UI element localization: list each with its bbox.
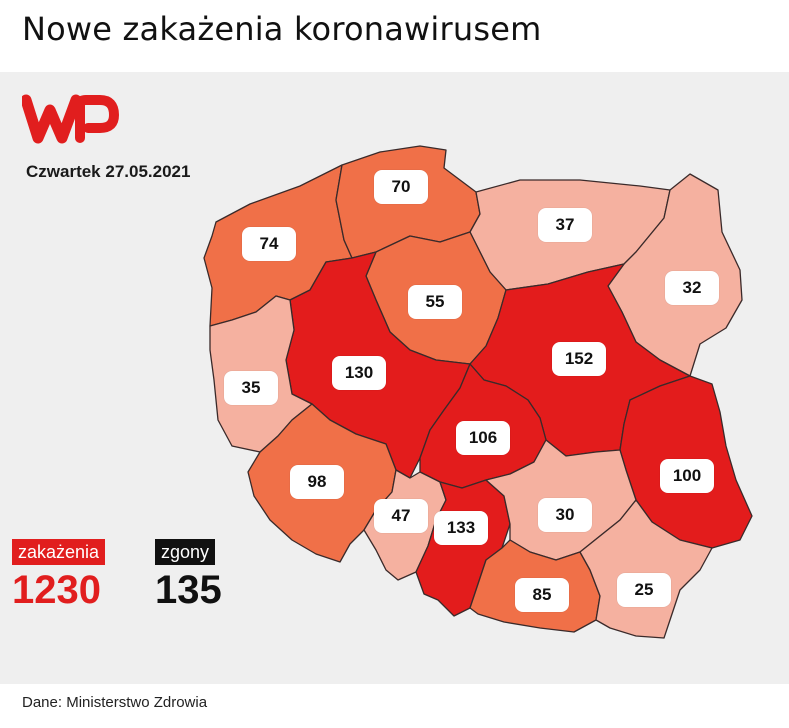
label-zachodniopomorskie: 74 bbox=[242, 227, 296, 261]
label-opolskie: 47 bbox=[374, 499, 428, 533]
infections-badge: zakażenia bbox=[12, 539, 106, 565]
label-lodzkie: 106 bbox=[456, 421, 510, 455]
wp-logo bbox=[22, 94, 119, 144]
label-warminsko-mazurskie: 37 bbox=[538, 208, 592, 242]
infections-total: 1230 bbox=[12, 568, 101, 612]
label-swietokrzyskie: 30 bbox=[538, 498, 592, 532]
label-podkarpackie: 25 bbox=[617, 573, 671, 607]
label-lubuskie: 35 bbox=[224, 371, 278, 405]
label-kujawsko-pomorskie: 55 bbox=[408, 285, 462, 319]
label-podlaskie: 32 bbox=[665, 271, 719, 305]
deaths-total: 135 bbox=[155, 568, 222, 612]
label-lubelskie: 100 bbox=[660, 459, 714, 493]
region-podkarpackie bbox=[579, 499, 713, 639]
deaths-badge: zgony bbox=[155, 539, 216, 565]
label-malopolskie: 85 bbox=[515, 578, 569, 612]
label-wielkopolskie: 130 bbox=[332, 356, 386, 390]
label-slaskie: 133 bbox=[434, 511, 488, 545]
date-label: Czwartek 27.05.2021 bbox=[26, 162, 191, 181]
label-dolnoslaskie: 98 bbox=[290, 465, 344, 499]
page-title: Nowe zakażenia koronawirusem bbox=[22, 10, 542, 48]
label-pomorskie: 70 bbox=[374, 170, 428, 204]
source-note: Dane: Ministerstwo Zdrowia bbox=[22, 694, 208, 711]
label-mazowieckie: 152 bbox=[552, 342, 606, 376]
